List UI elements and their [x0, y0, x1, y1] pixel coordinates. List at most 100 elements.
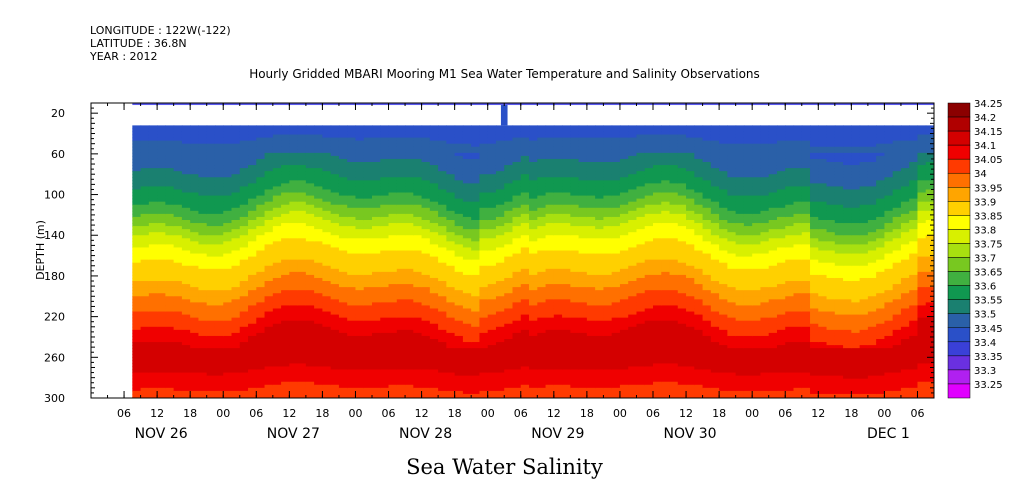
salinity-cell — [248, 244, 257, 249]
salinity-cell — [148, 186, 158, 191]
salinity-cell — [148, 134, 158, 139]
salinity-cell — [495, 387, 505, 392]
salinity-cell — [462, 134, 472, 139]
salinity-cell — [198, 369, 208, 374]
salinity-cell — [305, 146, 315, 151]
salinity-cell — [454, 204, 464, 209]
salinity-cell — [471, 372, 481, 377]
salinity-cell — [380, 277, 390, 282]
salinity-cell — [388, 189, 398, 194]
salinity-cell — [190, 232, 200, 236]
salinity-cell — [570, 345, 580, 349]
salinity-cell — [454, 244, 464, 249]
salinity-cell — [487, 235, 497, 239]
salinity-cell — [148, 247, 158, 252]
salinity-cell — [438, 216, 447, 221]
salinity-cell — [487, 177, 497, 181]
salinity-cell — [223, 284, 233, 288]
salinity-cell — [264, 226, 274, 230]
salinity-cell — [413, 128, 423, 133]
salinity-cell — [471, 204, 481, 209]
salinity-cell — [512, 253, 522, 258]
salinity-cell — [181, 305, 191, 310]
salinity-cell — [388, 329, 398, 334]
salinity-cell — [413, 253, 423, 258]
salinity-cell — [297, 256, 307, 261]
salinity-cell — [297, 268, 307, 273]
salinity-cell — [305, 296, 315, 300]
salinity-cell — [454, 268, 464, 273]
salinity-cell — [314, 378, 324, 383]
salinity-cell — [305, 171, 315, 175]
salinity-cell — [479, 183, 489, 188]
salinity-cell — [330, 250, 340, 255]
salinity-cell — [471, 396, 481, 398]
salinity-cell — [206, 186, 216, 191]
salinity-cell — [438, 317, 447, 322]
salinity-cell — [322, 210, 332, 215]
salinity-cell — [314, 357, 324, 361]
salinity-cell — [338, 207, 348, 212]
salinity-cell — [272, 305, 282, 310]
salinity-cell — [264, 140, 274, 145]
salinity-cell — [231, 363, 241, 368]
salinity-cell — [248, 177, 257, 181]
salinity-cell — [512, 384, 522, 389]
salinity-cell — [578, 384, 588, 389]
salinity-cell — [504, 210, 514, 215]
salinity-cell — [322, 247, 332, 252]
salinity-cell — [537, 140, 547, 145]
salinity-cell — [454, 332, 464, 337]
salinity-cell — [363, 177, 373, 181]
salinity-cell — [454, 171, 464, 175]
salinity-cell — [421, 369, 431, 374]
salinity-cell — [297, 326, 307, 331]
salinity-cell — [471, 158, 481, 163]
salinity-cell — [471, 296, 481, 300]
salinity-cell — [520, 162, 530, 166]
salinity-cell — [380, 247, 390, 252]
salinity-cell — [421, 174, 431, 178]
salinity-cell — [413, 369, 423, 374]
salinity-cell — [479, 311, 489, 316]
salinity-cell — [454, 339, 464, 343]
salinity-cell — [363, 348, 373, 352]
salinity-cell — [537, 372, 547, 377]
salinity-cell — [165, 311, 175, 316]
salinity-cell — [198, 223, 208, 227]
salinity-cell — [256, 213, 266, 218]
salinity-cell — [553, 375, 563, 380]
salinity-cell — [190, 192, 200, 197]
salinity-cell — [562, 168, 571, 172]
salinity-cell — [231, 329, 241, 334]
salinity-cell — [545, 329, 555, 334]
salinity-cell — [355, 198, 365, 203]
salinity-cell — [553, 357, 563, 361]
salinity-cell — [231, 351, 241, 355]
salinity-cell — [289, 274, 299, 279]
salinity-cell — [446, 320, 456, 325]
salinity-cell — [223, 342, 233, 346]
salinity-cell — [281, 219, 290, 224]
salinity-cell — [454, 366, 464, 371]
salinity-cell — [148, 271, 158, 276]
salinity-cell — [553, 354, 563, 358]
salinity-cell — [537, 396, 547, 398]
salinity-cell — [231, 372, 241, 377]
salinity-cell — [380, 299, 390, 303]
salinity-cell — [562, 372, 571, 377]
salinity-cell — [446, 152, 456, 157]
salinity-cell — [297, 137, 307, 142]
salinity-cell — [529, 204, 538, 209]
salinity-cell — [289, 229, 299, 233]
salinity-cell — [520, 277, 530, 282]
salinity-cell — [190, 134, 200, 139]
salinity-cell — [281, 158, 290, 163]
salinity-cell — [272, 168, 282, 172]
salinity-cell — [231, 274, 241, 279]
salinity-cell — [190, 223, 200, 227]
salinity-cell — [545, 219, 555, 224]
salinity-cell — [545, 232, 555, 236]
salinity-cell — [578, 131, 588, 136]
salinity-cell — [322, 372, 332, 377]
